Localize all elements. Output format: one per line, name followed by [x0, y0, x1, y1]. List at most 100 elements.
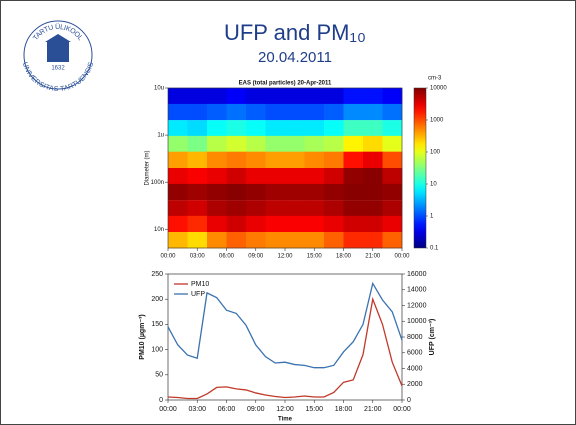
y-tick-label: 250	[151, 271, 163, 278]
logo-year: 1632	[51, 66, 65, 72]
heat-cell	[324, 232, 344, 249]
y2-tick-label: 0	[407, 397, 411, 404]
heat-cell	[324, 87, 344, 105]
x-tick-label: 00:00	[393, 406, 411, 413]
heat-cell	[304, 103, 325, 121]
heat-cell	[343, 215, 364, 233]
heat-cell	[187, 183, 208, 201]
heat-cell	[226, 151, 247, 169]
heat-cell	[246, 151, 266, 169]
heat-cell	[363, 135, 383, 153]
x-tick-label: 06:00	[219, 254, 235, 260]
heat-cell	[343, 103, 364, 121]
heat-cell	[207, 215, 227, 233]
heat-cell	[324, 200, 344, 217]
heat-cell	[265, 183, 286, 201]
logo-ring	[23, 20, 93, 90]
heat-cell	[324, 120, 344, 137]
heat-cell	[187, 232, 208, 249]
heat-cell	[363, 151, 383, 169]
heat-cell	[343, 200, 364, 217]
data-line	[167, 281, 403, 369]
heat-cell	[168, 151, 188, 169]
y2-tick-label: 16000	[407, 271, 427, 278]
heat-cell	[304, 215, 325, 233]
heat-cell	[363, 120, 383, 137]
x-tick-label: 00:00	[394, 254, 410, 260]
heat-cell	[226, 103, 247, 121]
colorbar	[413, 87, 427, 249]
heat-cell	[382, 183, 403, 201]
x-tick-label: 12:00	[276, 406, 294, 413]
y-tick-label: 200	[151, 296, 163, 303]
heat-cell	[285, 232, 305, 249]
colorbar-tick-label: 1000	[430, 118, 444, 124]
data-line	[167, 296, 403, 400]
x-tick-label: 03:00	[188, 406, 206, 413]
heat-cell	[187, 87, 208, 105]
heat-cell	[285, 215, 305, 233]
heat-cell	[168, 168, 188, 185]
y-axis-label: PM10 (µgm⁻³)	[139, 314, 146, 359]
heat-cell	[207, 232, 227, 249]
heat-cell	[285, 151, 305, 169]
colorbar-tick-label: 1	[430, 214, 434, 220]
y-tick-label: 10n	[154, 227, 164, 233]
heat-cell	[226, 215, 247, 233]
x-tick-label: 18:00	[335, 406, 353, 413]
heat-cell	[382, 200, 403, 217]
y2-tick-label: 8000	[407, 334, 423, 341]
logo-building	[47, 42, 69, 62]
x-tick-label: 03:00	[190, 254, 206, 260]
heat-cell	[382, 215, 403, 233]
heat-cell	[304, 232, 325, 249]
y2-tick-label: 10000	[407, 318, 427, 325]
heat-cell	[304, 87, 325, 105]
heat-cell	[285, 120, 305, 137]
heat-cell	[187, 215, 208, 233]
heat-cell	[226, 120, 247, 137]
heat-cell	[207, 200, 227, 217]
heat-cell	[304, 183, 325, 201]
x-tick-label: 18:00	[336, 254, 352, 260]
x-tick-label: 15:00	[307, 254, 323, 260]
y2-tick-label: 6000	[407, 350, 423, 357]
heat-cell	[265, 200, 286, 217]
heat-cell	[246, 232, 266, 249]
y-tick-label: 50	[155, 372, 163, 379]
heat-cell	[343, 183, 364, 201]
x-tick-label: 00:00	[160, 254, 176, 260]
heat-cell	[304, 120, 325, 137]
slide-subtitle: 20.04.2011	[258, 49, 332, 66]
heat-cell	[226, 168, 247, 185]
heat-cell	[382, 168, 403, 185]
heat-cell	[168, 103, 188, 121]
legend-label: PM10	[191, 281, 209, 288]
heat-cell	[304, 168, 325, 185]
colorbar-tick-label: 0.1	[430, 246, 439, 252]
heat-cell	[285, 103, 305, 121]
heat-cell	[265, 135, 286, 153]
heat-cell	[207, 135, 227, 153]
heat-cell	[246, 200, 266, 217]
heat-cell	[246, 215, 266, 233]
heat-cell	[246, 183, 266, 201]
heat-cell	[324, 215, 344, 233]
colorbar-tick-label: 10	[430, 182, 437, 188]
x-axis-label: Time	[278, 417, 293, 423]
heat-cell	[168, 120, 188, 137]
heat-cell	[265, 120, 286, 137]
heat-cell	[226, 200, 247, 217]
heat-cell	[207, 151, 227, 169]
heat-cell	[265, 215, 286, 233]
heat-cell	[207, 183, 227, 201]
heat-cell	[226, 87, 247, 105]
logo-roof	[45, 34, 71, 42]
heat-cell	[382, 120, 403, 137]
heat-cell	[246, 87, 266, 105]
y2-tick-label: 4000	[407, 365, 423, 372]
heat-cell	[246, 120, 266, 137]
x-tick-label: 12:00	[277, 254, 293, 260]
heat-cell	[226, 183, 247, 201]
